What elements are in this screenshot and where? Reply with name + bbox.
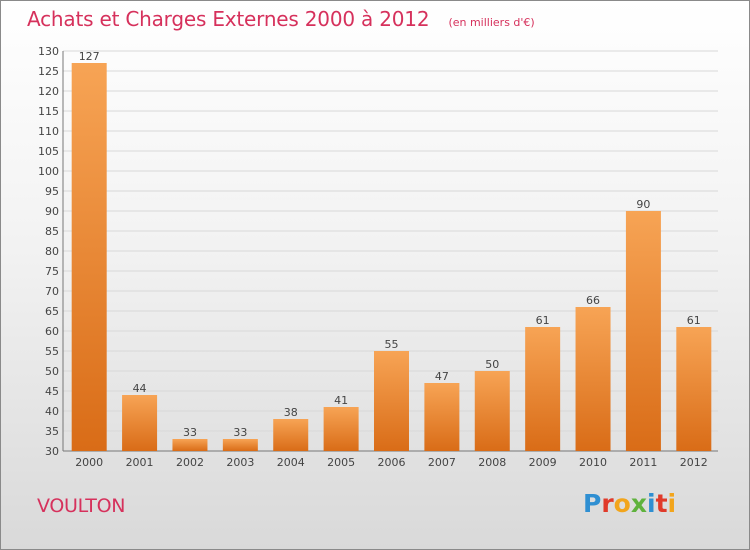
x-tick-label: 2004 xyxy=(277,456,305,469)
x-tick-label: 2011 xyxy=(629,456,657,469)
logo-letter: i xyxy=(647,489,656,518)
logo-letter: x xyxy=(630,489,647,518)
bar-value-label: 61 xyxy=(536,314,550,327)
y-tick-label: 70 xyxy=(45,285,59,298)
bar xyxy=(676,327,712,451)
y-tick-label: 100 xyxy=(38,165,59,178)
chart-header: Achats et Charges Externes 2000 à 2012 (… xyxy=(27,7,535,31)
y-tick-label: 120 xyxy=(38,85,59,98)
y-tick-label: 75 xyxy=(45,265,59,278)
bar xyxy=(625,211,661,451)
y-tick-label: 45 xyxy=(45,385,59,398)
bar xyxy=(525,327,561,451)
bar-value-label: 55 xyxy=(385,338,399,351)
proxiti-logo[interactable]: Proxiti xyxy=(583,489,676,518)
bar-value-label: 33 xyxy=(183,426,197,439)
y-tick-label: 50 xyxy=(45,365,59,378)
x-tick-label: 2000 xyxy=(75,456,103,469)
y-tick-label: 60 xyxy=(45,325,59,338)
y-tick-label: 55 xyxy=(45,345,59,358)
bar xyxy=(424,383,460,451)
x-tick-label: 2005 xyxy=(327,456,355,469)
bar-value-label: 38 xyxy=(284,406,298,419)
bar-value-label: 33 xyxy=(233,426,247,439)
bar xyxy=(575,307,611,451)
x-tick-label: 2009 xyxy=(529,456,557,469)
bar xyxy=(172,439,208,451)
data-labels: 127 44 33 33 38 41 55 47 50 61 66 90 61 xyxy=(79,50,701,439)
bar-value-label: 47 xyxy=(435,370,449,383)
logo-letter: o xyxy=(613,489,631,518)
bar-value-label: 50 xyxy=(485,358,499,371)
bar xyxy=(273,419,309,451)
bar xyxy=(71,63,107,451)
logo-letter: P xyxy=(583,489,602,518)
logo-letter: i xyxy=(667,489,677,518)
y-tick-label: 110 xyxy=(38,125,59,138)
y-tick-label: 105 xyxy=(38,145,59,158)
y-tick-labels: 30 35 40 45 50 55 60 65 70 75 80 85 90 95 100 105 110 115… xyxy=(38,45,59,458)
bar-value-label: 66 xyxy=(586,294,600,307)
y-tick-label: 90 xyxy=(45,205,59,218)
x-tick-labels: 2000 2001 2002 2003 2004 2005 2006 2007 2008 2009… xyxy=(75,456,708,469)
y-tick-label: 40 xyxy=(45,405,59,418)
bar xyxy=(323,407,359,451)
bar xyxy=(474,371,510,451)
x-tick-label: 2006 xyxy=(378,456,406,469)
chart-unit: (en milliers d'€) xyxy=(448,16,535,29)
y-tick-label: 30 xyxy=(45,445,59,458)
x-tick-label: 2010 xyxy=(579,456,607,469)
x-tick-label: 2012 xyxy=(680,456,708,469)
x-tick-label: 2002 xyxy=(176,456,204,469)
bar-value-label: 41 xyxy=(334,394,348,407)
bar-value-label: 44 xyxy=(133,382,147,395)
commune-name: VOULTON xyxy=(37,495,126,517)
x-tick-label: 2003 xyxy=(226,456,254,469)
bar xyxy=(374,351,409,451)
y-tick-label: 85 xyxy=(45,225,59,238)
x-tick-label: 2007 xyxy=(428,456,456,469)
y-tick-label: 65 xyxy=(45,305,59,318)
bar-value-label: 90 xyxy=(636,198,650,211)
bar xyxy=(122,395,158,451)
logo-letter: r xyxy=(601,489,614,518)
y-tick-label: 80 xyxy=(45,245,59,258)
x-tick-label: 2008 xyxy=(478,456,506,469)
bars xyxy=(71,63,712,451)
bar-value-label: 61 xyxy=(687,314,701,327)
y-tick-label: 35 xyxy=(45,425,59,438)
chart-title: Achats et Charges Externes 2000 à 2012 xyxy=(27,7,430,31)
y-tick-label: 115 xyxy=(38,105,59,118)
y-tick-label: 130 xyxy=(38,45,59,58)
x-tick-label: 2001 xyxy=(126,456,154,469)
y-tick-label: 95 xyxy=(45,185,59,198)
logo-letter: t xyxy=(655,489,668,518)
bar-value-label: 127 xyxy=(79,50,100,63)
bar xyxy=(222,439,258,451)
y-tick-label: 125 xyxy=(38,65,59,78)
